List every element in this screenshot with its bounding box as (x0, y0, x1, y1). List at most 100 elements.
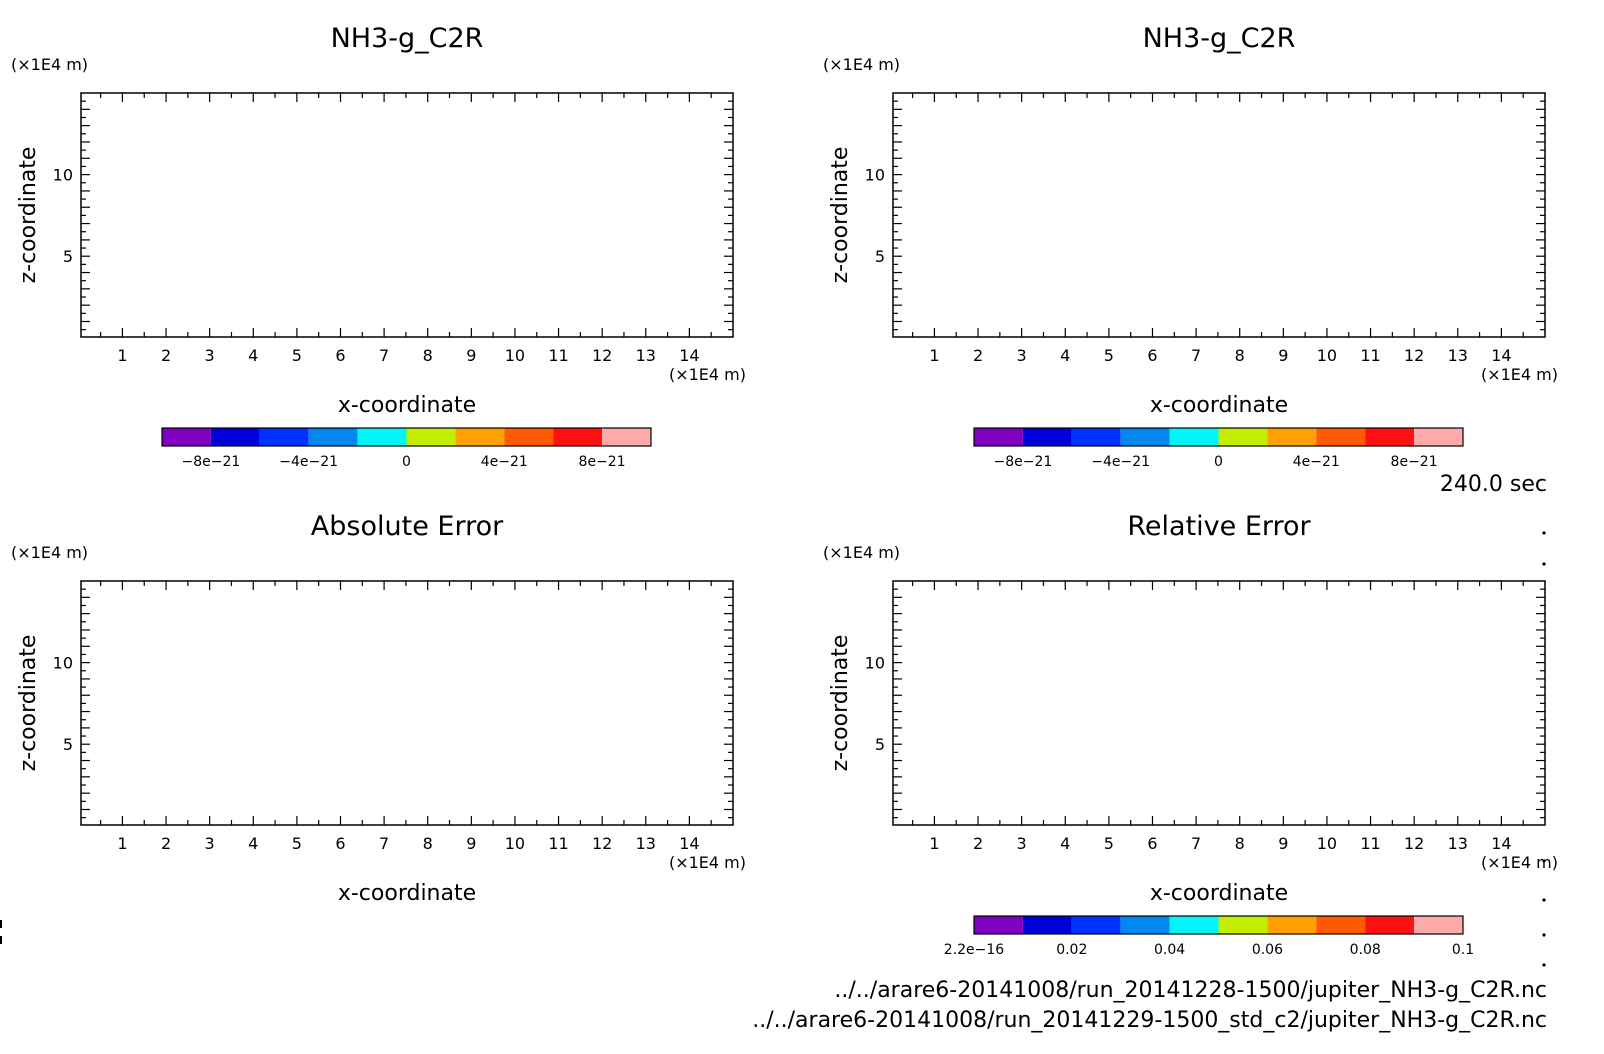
margin-dot (1542, 898, 1546, 902)
colorbar-swatch (1365, 428, 1415, 446)
y-tick-label: 5 (875, 735, 885, 754)
panel-3: Absolute Error(×1E4 m)1 2 3 4 5 6 7 8 9 10 11 12 13 1… (11, 511, 746, 906)
x-axis-label: x-coordinate (1150, 881, 1288, 906)
y-tick-label: 10 (865, 166, 885, 185)
margin-dot (1542, 933, 1546, 937)
panel-title: NH3-g_C2R (1143, 23, 1296, 54)
x-tick-label: 4 (1060, 834, 1070, 853)
x-tick-label: 8 (1235, 834, 1245, 853)
colorbar-tick-label: −8e−21 (182, 454, 241, 470)
x-tick-label: 2 (161, 346, 171, 365)
colorbar-tick-label: −4e−21 (1091, 454, 1150, 470)
x-tick-label: 2 (973, 346, 983, 365)
plot-frame (892, 92, 1546, 338)
colorbar-swatch (357, 428, 407, 446)
x-tick-label: 4 (248, 346, 258, 365)
margin-dot (1542, 963, 1546, 967)
colorbar-swatch (1414, 428, 1463, 446)
colorbar-tick-label: 8e−21 (1391, 454, 1438, 470)
colorbar: −8e−21 −4e−21 0 4e−21 8e−21 (973, 427, 1464, 470)
x-tick-label: 3 (1017, 346, 1027, 365)
x-tick-label: 3 (205, 834, 215, 853)
colorbar-tick-label: 0.02 (1056, 942, 1087, 958)
panel-title: Relative Error (1127, 511, 1311, 542)
colorbar-swatch (1218, 428, 1268, 446)
colorbar: −8e−21 −4e−21 0 4e−21 8e−21 (161, 427, 652, 470)
y-axis-label: z-coordinate (16, 147, 41, 284)
x-tick-label: 11 (548, 834, 568, 853)
colorbar-swatch (1316, 428, 1366, 446)
x-tick-label: 8 (1235, 346, 1245, 365)
x-unit-label: (×1E4 m) (669, 853, 746, 872)
colorbar-tick-label: 0.04 (1154, 942, 1185, 958)
footer-file-path-1: ../../arare6-20141008/run_20141228-1500/… (834, 978, 1547, 1003)
margin-dot (1542, 859, 1546, 863)
x-unit-label: (×1E4 m) (1481, 365, 1558, 384)
margin-dot (1542, 562, 1546, 566)
plot-frame (892, 580, 1546, 826)
y-unit-label: (×1E4 m) (823, 55, 900, 74)
colorbar-swatch (1218, 916, 1268, 934)
x-tick-label: 9 (466, 834, 476, 853)
x-tick-label: 3 (1017, 834, 1027, 853)
x-tick-label: 10 (1317, 346, 1337, 365)
x-tick-label: 10 (505, 834, 525, 853)
x-tick-label: 10 (1317, 834, 1337, 853)
x-tick-label: 1 (929, 834, 939, 853)
y-axis-label: z-coordinate (828, 147, 853, 284)
x-tick-label: 11 (1360, 834, 1380, 853)
x-tick-label: 2 (973, 834, 983, 853)
colorbar: 2.2e−16 0.02 0.04 0.06 0.08 0.1 (944, 915, 1474, 958)
x-tick-label: 12 (592, 346, 612, 365)
colorbar-swatch (210, 428, 260, 446)
y-axis-label: z-coordinate (828, 635, 853, 772)
colorbar-swatch (1120, 916, 1170, 934)
colorbar-frame (973, 427, 1464, 447)
x-tick-label: 8 (423, 346, 433, 365)
colorbar-swatch (504, 428, 554, 446)
x-tick-label: 1 (929, 346, 939, 365)
x-tick-label: 11 (548, 346, 568, 365)
x-tick-label: 4 (1060, 346, 1070, 365)
panel-title: NH3-g_C2R (331, 23, 484, 54)
x-tick-label: 1 (117, 346, 127, 365)
y-tick-label: 5 (875, 247, 885, 266)
time-label: 240.0 sec (1440, 472, 1547, 497)
y-tick-label: 5 (63, 247, 73, 266)
x-tick-label: 3 (205, 346, 215, 365)
colorbar-tick-label: 8e−21 (579, 454, 626, 470)
x-tick-label: 9 (1278, 346, 1288, 365)
colorbar-swatch (1365, 916, 1415, 934)
x-tick-label: 9 (1278, 834, 1288, 853)
y-axis-label: z-coordinate (16, 635, 41, 772)
panel-2: NH3-g_C2R(×1E4 m)1 2 3 4 5 6 7 8 9 10 11 12 13 14510(… (823, 23, 1558, 470)
x-tick-label: 5 (292, 346, 302, 365)
y-unit-label: (×1E4 m) (11, 55, 88, 74)
x-tick-label: 2 (161, 834, 171, 853)
x-tick-label: 6 (1147, 834, 1157, 853)
footer-file-path-2: ../../arare6-20141008/run_20141229-1500_… (752, 1008, 1547, 1033)
x-tick-label: 8 (423, 834, 433, 853)
x-tick-label: 12 (592, 834, 612, 853)
y-tick-label: 10 (53, 166, 73, 185)
y-tick-label: 10 (53, 654, 73, 673)
panel-1: NH3-g_C2R(×1E4 m)1 2 3 4 5 6 7 8 9 10 11 12 13 14510(… (11, 23, 746, 470)
x-unit-label: (×1E4 m) (669, 365, 746, 384)
colorbar-swatch (406, 428, 456, 446)
side-dots (0, 531, 1546, 967)
colorbar-tick-label: 0 (402, 454, 411, 470)
x-tick-label: 14 (1491, 346, 1511, 365)
colorbar-tick-label: 0.1 (1452, 942, 1474, 958)
panels: NH3-g_C2R(×1E4 m)1 2 3 4 5 6 7 8 9 10 11 12 13 14510(… (11, 23, 1558, 958)
colorbar-swatch (1414, 916, 1463, 934)
x-tick-label: 1 (117, 834, 127, 853)
x-tick-label: 7 (1191, 834, 1201, 853)
x-tick-label: 7 (379, 346, 389, 365)
colorbar-tick-label: 0.08 (1350, 942, 1381, 958)
x-tick-label: 13 (636, 346, 656, 365)
colorbar-tick-label: 4e−21 (1293, 454, 1340, 470)
colorbar-tick-label: 0 (1214, 454, 1223, 470)
colorbar-swatch (455, 428, 505, 446)
colorbar-frame (973, 915, 1464, 935)
